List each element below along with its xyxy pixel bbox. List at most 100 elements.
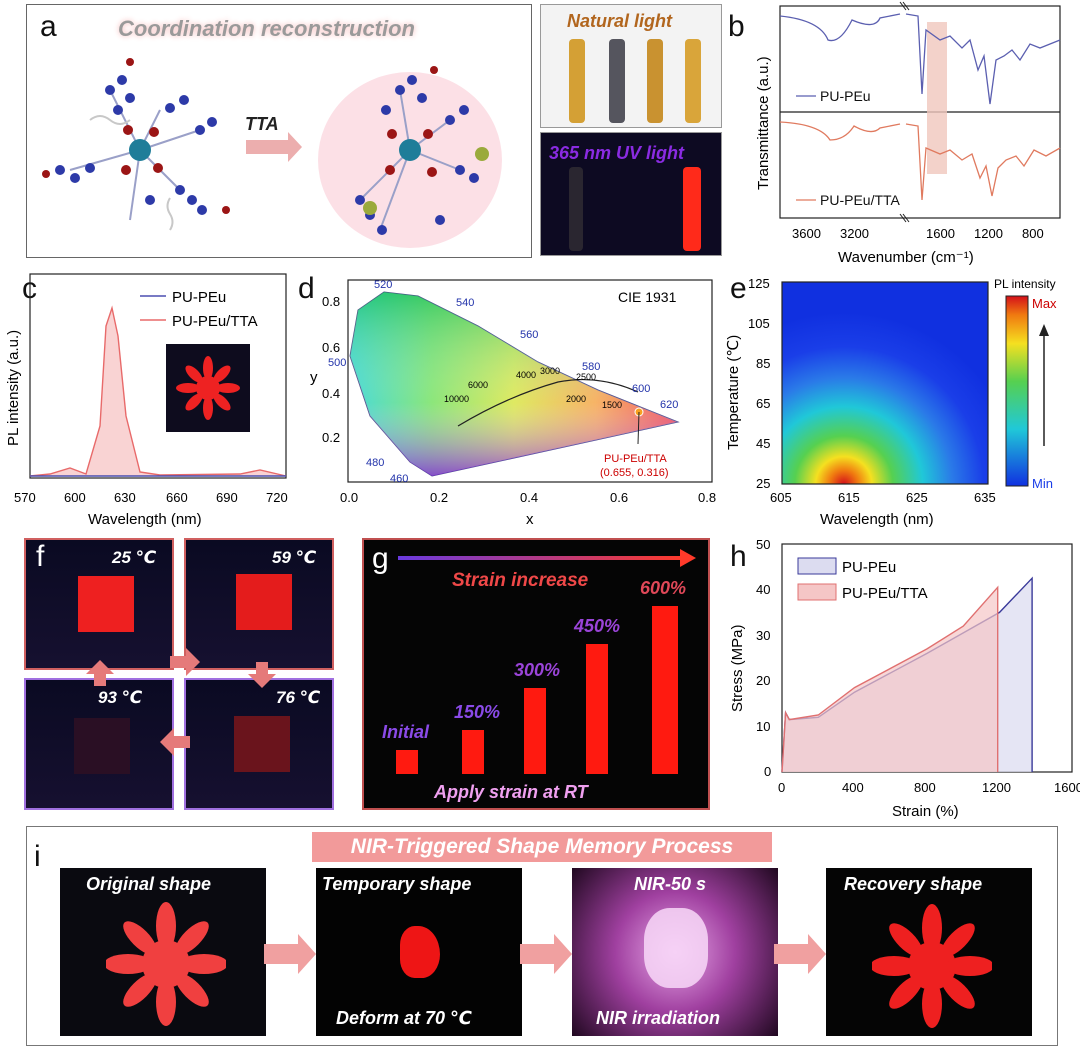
pl-legend-pu-peu-tta: PU-PEu/TTA: [172, 313, 258, 330]
heatmap-ylabel: Temperature (℃): [725, 335, 742, 450]
pl-xtick-660: 660: [166, 490, 188, 505]
stress-xtick-1600: 1600: [1054, 780, 1080, 795]
stress-ytick-40: 40: [756, 582, 770, 597]
pl-chart: PU-PEu PU-PEu/TTA 570 600 630 660 690 72…: [5, 273, 288, 528]
temp-label-59: 59 ℃: [272, 548, 317, 567]
stress-ytick-20: 20: [756, 673, 770, 688]
caption-deform: Deform at 70 ℃: [336, 1008, 472, 1028]
stress-strain-chart: PU-PEu PU-PEu/TTA 0 10 20 30 40 50 0 400…: [729, 537, 1080, 820]
strain-arrow: [398, 556, 684, 560]
ftir-xtick-3200: 3200: [840, 226, 869, 241]
temp-sample-25: [78, 576, 134, 632]
caption-nir: NIR irradiation: [596, 1008, 721, 1028]
process-arrow-3-icon: [774, 934, 826, 974]
cie-locus-560: 560: [520, 329, 538, 341]
nir-photo: NIR-50 s NIR irradiation: [572, 868, 778, 1036]
colorbar-min: Min: [1032, 476, 1053, 491]
cie-locus-620: 620: [660, 399, 678, 411]
heatmap-chart: PL intensity Max Min 125 105 85 65 45 25…: [725, 276, 1057, 528]
pl-xtick-600: 600: [64, 490, 86, 505]
arrow-up-icon: [86, 660, 114, 686]
strain-label-150: 150%: [454, 702, 501, 722]
temp-label-25: 25 ℃: [112, 548, 157, 567]
cie-locus-540: 540: [456, 297, 474, 309]
temp-photo-59: 59 ℃: [184, 538, 334, 670]
uv-sample-glow: [683, 167, 701, 251]
ftir-xtick-800: 800: [1022, 226, 1044, 241]
strain-arrow-head: [680, 549, 696, 567]
panel-d-letter: d: [298, 272, 315, 305]
flower-shape-original: [106, 902, 226, 1026]
cie-cct-3000: 3000: [540, 366, 560, 376]
temp-sample-93: [74, 718, 130, 774]
ftir-series-pu-peu-tta: [779, 121, 1061, 201]
heatmap-xtick-625: 625: [906, 490, 928, 505]
panel-a-letter: a: [40, 10, 57, 43]
cie-cct-10000: 10000: [444, 394, 469, 404]
strain-label-600: 600%: [640, 578, 687, 598]
temp-label-76: 76 ℃: [276, 688, 321, 707]
strain-sample-initial: [396, 750, 418, 774]
heatmap-ytick-105: 105: [748, 316, 770, 331]
heatmap-field: [782, 282, 988, 484]
stress-area-pu-peu-tta: [782, 587, 998, 772]
ftir-xlabel: Wavenumber (cm⁻¹): [838, 249, 974, 266]
cie-cct-2000: 2000: [566, 394, 586, 404]
pl-xlabel: Wavelength (nm): [88, 511, 202, 528]
tta-arrow-label: TTA: [245, 114, 279, 134]
strain-title: Strain increase: [452, 570, 589, 591]
stress-ytick-50: 50: [756, 537, 770, 552]
temp-cycle-arrows: [86, 648, 276, 756]
cie-ytick-0.4: 0.4: [322, 386, 340, 401]
ftir-xtick-1200: 1200: [974, 226, 1003, 241]
cie-ylabel: y: [310, 369, 318, 386]
stress-xlabel: Strain (%): [892, 803, 959, 820]
flower-shape-recovery: [872, 904, 992, 1028]
stress-xtick-800: 800: [914, 780, 936, 795]
cie-locus-580: 580: [582, 361, 600, 373]
ftir-ylabel: Transmittance (a.u.): [755, 56, 772, 190]
stress-legend-pu-peu-tta: PU-PEu/TTA: [842, 585, 928, 602]
step-label-nir: NIR-50 s: [634, 874, 707, 894]
pl-xtick-690: 690: [216, 490, 238, 505]
uv-light-photo: 365 nm UV light: [540, 132, 722, 256]
stress-xtick-0: 0: [778, 780, 785, 795]
heatmap-xtick-635: 635: [974, 490, 996, 505]
strain-photo: g Strain increase Initial 150% 300% 450%…: [362, 538, 710, 810]
arrow-right-icon: [170, 648, 200, 676]
cie-ytick-0.8: 0.8: [322, 294, 340, 309]
colorbar: [1005, 295, 1029, 487]
cie-xtick-0.6: 0.6: [610, 490, 628, 505]
temporary-shape-photo: Temporary shape Deform at 70 ℃: [316, 868, 522, 1036]
heatmap-xtick-605: 605: [770, 490, 792, 505]
stress-xtick-400: 400: [842, 780, 864, 795]
colorbar-title: PL intensity: [994, 277, 1056, 291]
temp-sample-59: [236, 574, 292, 630]
coordination-diagram: TTA: [42, 58, 502, 248]
ftir-series-pu-peu: [779, 13, 1061, 105]
ftir-highlight-band: [927, 22, 947, 174]
heatmap-ytick-65: 65: [756, 396, 770, 411]
cie-cct-6000: 6000: [468, 380, 488, 390]
dumbbell-sample-3: [647, 39, 663, 123]
heatmap-xtick-615: 615: [838, 490, 860, 505]
arrow-left-icon: [160, 728, 190, 756]
process-arrows: [264, 934, 826, 974]
strain-sample-150: [462, 730, 484, 774]
cie-cct-1500: 1500: [602, 400, 622, 410]
pl-legend-pu-peu: PU-PEu: [172, 289, 226, 306]
shape-memory-title: NIR-Triggered Shape Memory Process: [312, 832, 772, 862]
cie-chart: CIE 1931 520 540 560 580 600 620 500 480…: [310, 279, 716, 528]
arrow-down-icon: [248, 662, 276, 688]
cie-locus-480: 480: [366, 457, 384, 469]
panel-i-frame: [26, 826, 1058, 1046]
flower-icon: [176, 356, 240, 420]
pl-xtick-570: 570: [14, 490, 36, 505]
ftir-legend-pu-peu: PU-PEu: [820, 88, 871, 104]
process-arrow-2-icon: [520, 934, 572, 974]
natural-light-label: Natural light: [567, 11, 673, 31]
crumpled-shape: [400, 926, 440, 978]
ftir-chart: PU-PEu PU-PEu/TTA 3600 3200 1600 1200 80…: [755, 1, 1061, 266]
left-complex: [42, 58, 230, 231]
strain-sample-300: [524, 688, 546, 774]
